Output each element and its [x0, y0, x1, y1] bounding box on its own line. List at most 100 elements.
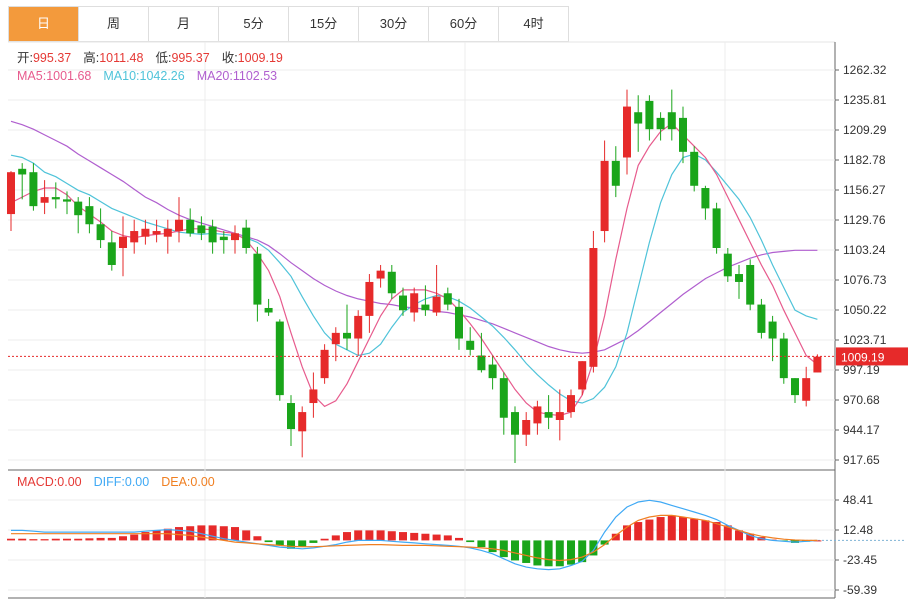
- candle-body-42: [477, 355, 486, 371]
- price-tick-label-1: 1235.81: [843, 93, 887, 107]
- macd-bar-4: [51, 538, 60, 541]
- candle-body-15: [175, 219, 183, 232]
- candle-body-37: [421, 304, 430, 311]
- tab-6[interactable]: 60分: [429, 7, 499, 41]
- macd-bar-64: [723, 525, 732, 541]
- candle-body-36: [410, 293, 419, 313]
- ohlc-label-0: 开:: [17, 51, 33, 65]
- tab-5[interactable]: 30分: [359, 7, 429, 41]
- macd-bar-57: [645, 519, 654, 541]
- price-tick-label-13: 917.65: [843, 453, 880, 467]
- macd-bar-40: [455, 537, 463, 541]
- tab-0[interactable]: 日: [9, 7, 79, 41]
- ohlc-value-3: 1009.19: [238, 51, 283, 65]
- candle-body-45: [511, 412, 519, 435]
- candle-body-72: [813, 356, 822, 373]
- price-tick-label-8: 1050.22: [843, 303, 887, 317]
- price-tick-label-2: 1209.29: [843, 123, 887, 137]
- macd-bar-42: [477, 540, 486, 548]
- macd-bar-24: [275, 540, 284, 546]
- price-tick-label-11: 970.68: [843, 393, 880, 407]
- macd-bar-63: [712, 522, 721, 541]
- ohlc-value-2: 995.37: [171, 51, 209, 65]
- macd-value-0: 0.00: [57, 475, 81, 489]
- candle-body-62: [701, 188, 710, 209]
- candle-body-35: [399, 295, 407, 311]
- ohlc-value-1: 1011.48: [99, 51, 143, 65]
- candle-body-17: [197, 225, 206, 234]
- ma-value-0: 1001.68: [46, 69, 91, 83]
- candle-body-31: [354, 315, 363, 339]
- candle-body-11: [130, 231, 139, 243]
- macd-bar-33: [376, 530, 385, 541]
- tab-7[interactable]: 4时: [499, 7, 569, 41]
- macd-bar-46: [522, 540, 531, 563]
- tab-3[interactable]: 5分: [219, 7, 289, 41]
- candle-body-1: [18, 168, 27, 175]
- candle-body-12: [141, 228, 150, 237]
- candle-body-7: [85, 206, 94, 225]
- candle-body-27: [309, 389, 318, 404]
- candle-body-41: [466, 340, 475, 350]
- ohlc-value-0: 995.37: [33, 51, 71, 65]
- price-tick-label-5: 1129.76: [843, 213, 886, 227]
- macd-bar-47: [533, 540, 542, 566]
- macd-bar-1: [18, 538, 27, 541]
- candle-body-43: [488, 364, 497, 379]
- grid-lines: [8, 41, 836, 599]
- macd-value-2: 0.00: [190, 475, 214, 489]
- candle-body-57: [645, 100, 654, 130]
- macd-bar-38: [432, 534, 441, 541]
- candle-body-21: [242, 227, 251, 249]
- price-axis: 1262.32 1235.81 1209.29 1182.78 1156.27 1129.…: [8, 63, 908, 597]
- ma-label-2: MA20:: [197, 69, 233, 83]
- macd-bar-15: [175, 527, 183, 541]
- macd-bar-27: [309, 540, 318, 543]
- macd-bar-11: [130, 534, 139, 541]
- macd-value-1: 0.00: [125, 475, 149, 489]
- candle-body-61: [690, 151, 699, 186]
- candle-body-2: [29, 172, 38, 207]
- macd-bar-7: [85, 538, 94, 541]
- price-tick-label-7: 1076.73: [843, 273, 887, 287]
- candle-body-44: [499, 378, 508, 418]
- candle-body-13: [152, 231, 161, 235]
- candle-body-28: [320, 349, 329, 379]
- price-tick-label-3: 1182.78: [843, 153, 886, 167]
- macd-bar-28: [320, 538, 329, 541]
- macd-bar-21: [242, 530, 251, 541]
- macd-tick-label-3: -59.39: [843, 583, 877, 597]
- macd-label-2: DEA:: [161, 475, 190, 489]
- candle-body-69: [779, 338, 788, 379]
- macd-bar-14: [163, 528, 172, 541]
- candle-body-50: [567, 395, 575, 413]
- macd-label-0: MACD:: [17, 475, 57, 489]
- macd-bar-39: [443, 535, 452, 541]
- candle-body-25: [287, 403, 295, 430]
- tab-4[interactable]: 15分: [289, 7, 359, 41]
- macd-bar-54: [611, 533, 620, 541]
- candle-body-46: [522, 420, 531, 435]
- candle-body-63: [712, 208, 721, 249]
- macd-bar-12: [141, 532, 150, 541]
- tab-2[interactable]: 月: [149, 7, 219, 41]
- macd-bar-16: [186, 526, 195, 541]
- ma10-line: [10, 153, 818, 404]
- diff-line: [11, 499, 818, 571]
- macd-bar-58: [656, 517, 665, 541]
- candle-body-34: [387, 271, 396, 294]
- price-tick-label-0: 1262.32: [843, 63, 887, 77]
- candle-body-60: [679, 117, 687, 152]
- candle-body-32: [365, 281, 374, 316]
- macd-bar-5: [63, 538, 71, 541]
- macd-bar-22: [253, 536, 262, 541]
- current-price-label: 1009.19: [841, 350, 885, 364]
- candle-body-23: [264, 307, 273, 313]
- macd-bar-34: [387, 531, 396, 541]
- macd-bar-19: [219, 526, 228, 541]
- macd-bar-0: [7, 538, 15, 541]
- ma-label-0: MA5:: [17, 69, 46, 83]
- tab-1[interactable]: 周: [79, 7, 149, 41]
